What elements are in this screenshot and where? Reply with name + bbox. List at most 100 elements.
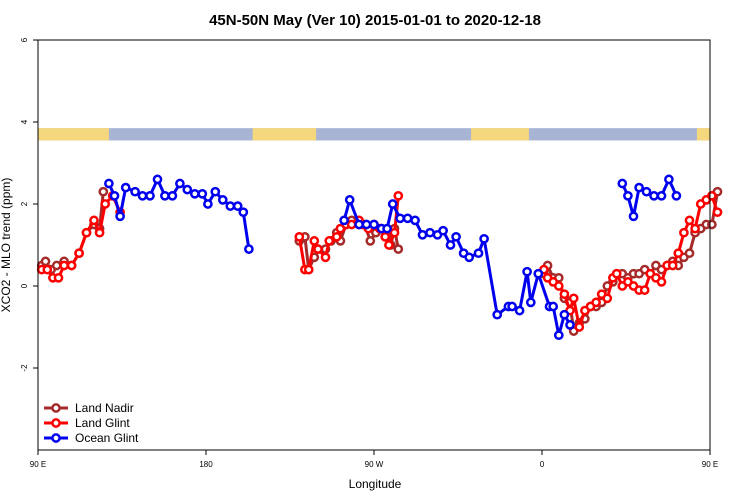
data-point — [59, 260, 69, 271]
data-point — [395, 213, 405, 224]
data-point — [217, 195, 228, 205]
land-mask-band — [38, 128, 710, 141]
data-point — [51, 260, 62, 271]
data-point — [634, 182, 644, 193]
data-point — [492, 309, 503, 320]
plot-frame — [37, 39, 711, 451]
y-tick-label: 6 — [20, 37, 29, 42]
data-point — [679, 227, 689, 238]
data-point — [339, 215, 349, 226]
data-point — [74, 248, 84, 259]
data-point — [42, 264, 53, 275]
series-ocean-glint — [104, 174, 682, 341]
data-point — [628, 211, 639, 222]
data-point — [425, 227, 435, 238]
data-point — [189, 188, 200, 199]
data-point — [346, 219, 357, 230]
data-point — [244, 244, 254, 254]
y-tick-label: 2 — [20, 201, 29, 206]
data-point — [120, 182, 131, 193]
x-tick-label: 180 — [199, 460, 213, 469]
x-axis: 90 E 180 90 W 0 90 E — [30, 450, 718, 469]
data-point — [553, 330, 564, 341]
data-point — [707, 219, 717, 230]
y-tick-label: 0 — [20, 283, 29, 288]
legend-item: Land Glint — [44, 416, 130, 430]
data-point — [393, 190, 404, 201]
data-point — [197, 188, 208, 199]
data-point — [591, 297, 601, 308]
x-tick-label: 90 E — [702, 460, 718, 469]
land-segment — [252, 128, 317, 141]
data-point — [568, 293, 579, 304]
legend-marker — [51, 433, 61, 443]
data-point — [152, 174, 163, 185]
data-point — [617, 178, 628, 189]
legend-label: Land Nadir — [75, 401, 134, 415]
data-point — [479, 233, 489, 244]
data-point — [145, 190, 155, 201]
series-line — [40, 191, 105, 272]
data-point — [238, 207, 249, 218]
land-segment — [38, 128, 109, 141]
data-point — [354, 219, 364, 230]
data-point — [380, 231, 391, 242]
data-point — [81, 227, 92, 238]
data-point — [324, 236, 335, 246]
data-point — [389, 227, 400, 238]
x-tick-label: 0 — [540, 460, 545, 469]
y-tick-label: -2 — [20, 364, 29, 372]
data-point — [365, 236, 376, 246]
data-point — [673, 248, 684, 259]
x-axis-label: Longitude — [349, 477, 402, 491]
data-point — [559, 289, 570, 300]
data-point — [66, 260, 77, 271]
data-point — [438, 225, 448, 236]
data-point — [649, 190, 659, 201]
data-point — [393, 244, 404, 254]
data-point — [160, 190, 170, 201]
data-point — [690, 223, 700, 234]
data-point — [707, 190, 717, 201]
data-point — [109, 190, 120, 201]
data-point — [210, 186, 221, 197]
data-point — [104, 178, 114, 189]
data-point — [445, 240, 456, 250]
data-point — [473, 248, 484, 259]
data-point — [684, 215, 695, 226]
data-point — [294, 231, 305, 242]
data-point — [313, 244, 323, 254]
chart-title: 45N-50N May (Ver 10) 2015-01-01 to 2020-… — [209, 12, 541, 29]
land-segment — [696, 128, 710, 141]
data-point — [464, 252, 475, 263]
legend-marker — [51, 418, 61, 428]
data-point — [167, 190, 178, 201]
data-point — [514, 305, 525, 316]
data-point — [303, 264, 314, 275]
y-axis: -2 0 2 4 6 — [20, 37, 38, 372]
data-point — [574, 322, 585, 332]
data-point — [451, 231, 461, 242]
x-tick-label: 90 W — [365, 460, 384, 469]
y-tick-label: 4 — [20, 119, 29, 124]
series-layer — [36, 174, 723, 341]
data-point — [664, 174, 674, 185]
data-point — [656, 277, 667, 287]
data-point — [309, 236, 320, 246]
data-point — [115, 211, 125, 222]
data-point — [410, 215, 420, 226]
data-point — [382, 223, 392, 234]
series-land-glint — [36, 190, 723, 332]
legend-item: Land Nadir — [44, 401, 134, 415]
data-point — [89, 215, 99, 226]
y-axis-label: XCO2 - MLO trend (ppm) — [0, 178, 13, 313]
data-point — [182, 184, 193, 195]
land-segment — [471, 128, 529, 141]
data-point — [623, 190, 633, 201]
legend-label: Land Glint — [75, 416, 130, 430]
data-point — [611, 268, 622, 279]
data-point — [548, 301, 559, 312]
data-point — [553, 281, 564, 291]
